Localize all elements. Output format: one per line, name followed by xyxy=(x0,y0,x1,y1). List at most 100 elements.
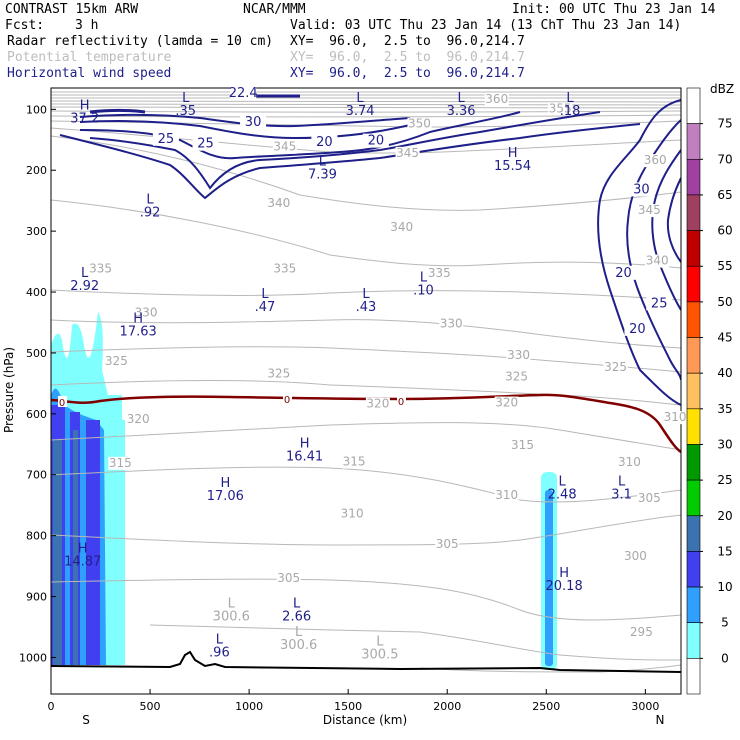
extremum-symbol: H xyxy=(559,566,569,581)
theta-contour xyxy=(51,91,681,93)
theta-label: 315 xyxy=(109,456,132,470)
y-tick-label: 700 xyxy=(26,469,47,482)
colorbar-swatch xyxy=(686,408,701,445)
axis-ticks: 0 500 1000 1500 2000 2500 30001002003004005006… xyxy=(19,103,659,713)
theta-contour xyxy=(51,379,681,406)
colorbar-label: 5 xyxy=(721,616,729,630)
theta-contour xyxy=(51,135,681,211)
field-xy-reflectivity: XY= 96.0, 2.5 to 96.0,214.7 xyxy=(290,34,525,49)
colorbar-label: 20 xyxy=(717,509,732,523)
theta-label: 310 xyxy=(618,455,641,469)
extremum-symbol: H xyxy=(133,311,143,326)
y-tick-label: 400 xyxy=(26,286,47,299)
extremum-symbol: L xyxy=(618,475,626,490)
y-tick-label: 900 xyxy=(26,591,47,604)
extremum-value: 3.74 xyxy=(346,104,375,119)
theta-label: 310 xyxy=(341,506,364,520)
theta-label-bg xyxy=(108,456,133,470)
extremum-value: 3.1 xyxy=(611,488,632,503)
theta-label: 315 xyxy=(343,455,366,469)
extremum-symbol: H xyxy=(300,436,310,451)
model-title: CONTRAST 15km ARW xyxy=(5,2,139,17)
wind-speed-label: 20 xyxy=(316,135,333,150)
y-tick-label: 200 xyxy=(26,164,47,177)
theta-label-bg xyxy=(88,262,113,276)
wind-speed-label: 25 xyxy=(158,132,175,147)
colorbar-swatch xyxy=(686,372,701,410)
wind-speed-label: 20 xyxy=(629,322,646,337)
freezing-label-bg xyxy=(58,396,67,407)
x-tick-label: 2500 xyxy=(532,700,560,713)
y-tick-label: 300 xyxy=(26,225,47,238)
theta-label-bg xyxy=(645,254,670,268)
theta-label: 330 xyxy=(507,348,530,362)
theta-label-bg xyxy=(389,221,414,235)
theta-label: 305 xyxy=(277,571,300,585)
extremum-value: 2.66 xyxy=(282,610,311,625)
theta-label-bg xyxy=(104,355,129,369)
theta-label-bg xyxy=(266,196,291,210)
theta-contour xyxy=(51,97,681,99)
theta-label: 305 xyxy=(436,537,459,551)
colorbar-label: 30 xyxy=(717,437,732,451)
theta-contour xyxy=(51,514,681,546)
extremum-value: 300.6 xyxy=(280,638,317,653)
extremum-value: 17.63 xyxy=(120,324,157,339)
extremum-symbol: L xyxy=(362,287,370,302)
y-tick-label: 500 xyxy=(26,347,47,360)
colorbar-swatch xyxy=(686,551,701,588)
colorbar-swatch xyxy=(686,123,701,160)
theta-label-bg xyxy=(623,550,648,564)
theta-label: 325 xyxy=(505,369,528,383)
wind-speed-label: 20 xyxy=(615,266,632,281)
wind-label-bg xyxy=(311,134,338,149)
wind-label-bg xyxy=(192,136,219,151)
theta-label: 360 xyxy=(485,92,508,106)
wind-speed-labels: 22.4 30 25 25 20 20 30 20 25 20 xyxy=(152,86,673,337)
colorbar-label: 55 xyxy=(717,259,732,273)
x-tick-label: 1500 xyxy=(334,700,362,713)
extremum-symbol: L xyxy=(216,632,224,647)
wind-contour xyxy=(79,120,411,140)
field-xy-wind: XY= 96.0, 2.5 to 96.0,214.7 xyxy=(290,66,525,81)
theta-label-bg xyxy=(407,117,432,131)
theta-label-bg xyxy=(340,507,365,521)
extremum-value: 2.92 xyxy=(70,279,99,294)
high-low-markers: H37.2L.35L3.74L3.36L.18H15.54L7.39L.92L2… xyxy=(64,91,632,662)
theta-label: 340 xyxy=(646,254,669,268)
extremum-symbol: H xyxy=(220,476,230,491)
colorbar-swatch xyxy=(686,586,701,624)
theta-label: 305 xyxy=(638,491,661,505)
extremum-value: .43 xyxy=(356,300,377,315)
colorbar-swatch xyxy=(686,87,701,124)
colorbar-swatch xyxy=(686,194,701,231)
wind-speed-label: 22.4 xyxy=(229,86,258,101)
extremum-symbol: L xyxy=(319,154,327,169)
extremum-symbol: H xyxy=(78,542,88,557)
freezing-label-bg xyxy=(397,395,406,406)
theta-label-bg xyxy=(484,93,509,107)
theta-label-bg xyxy=(506,349,531,363)
colorbar-label: 75 xyxy=(717,117,732,131)
extremum-symbol: L xyxy=(81,266,89,281)
colorbar-label: 10 xyxy=(717,580,732,594)
x-tick-label: 3000 xyxy=(631,700,659,713)
colorbar-label: 40 xyxy=(717,366,732,380)
field-name-theta: Potential temperature xyxy=(7,50,172,65)
extremum-value: .18 xyxy=(560,104,581,119)
extremum-value: .10 xyxy=(413,284,434,299)
extremum-symbol: L xyxy=(228,597,236,612)
theta-label-bg xyxy=(637,492,662,506)
theta-contour xyxy=(51,346,681,373)
wind-contour xyxy=(666,177,681,263)
freezing-level-line xyxy=(51,393,681,454)
theta-label: 330 xyxy=(135,305,158,319)
theta-contour xyxy=(51,466,681,503)
extremum-value: 17.06 xyxy=(207,489,244,504)
wind-contour xyxy=(89,111,601,190)
colorbar-unit: dBZ xyxy=(710,82,734,96)
theta-contour xyxy=(51,94,681,96)
reflectivity-5dbz xyxy=(118,420,125,665)
theta-label-bg xyxy=(435,537,460,551)
y-tick-label: 100 xyxy=(26,103,47,116)
